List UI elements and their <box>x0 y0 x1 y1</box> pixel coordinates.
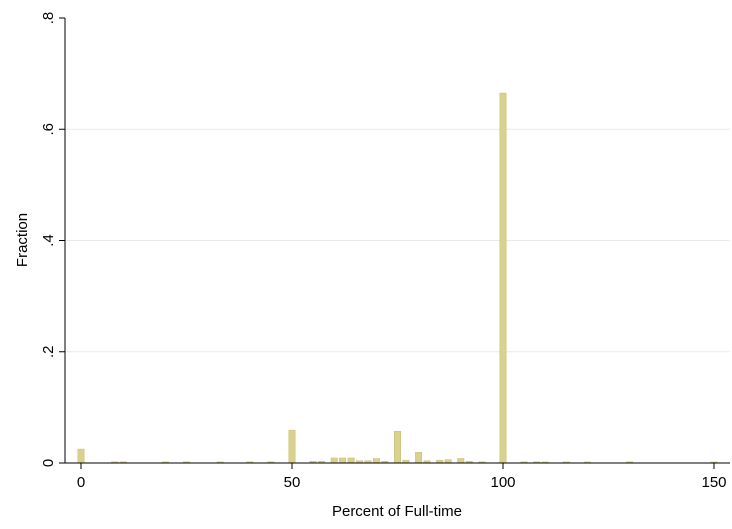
y-tick-label: .2 <box>40 345 57 358</box>
y-tick-label: .4 <box>40 234 57 247</box>
bars <box>77 92 718 464</box>
grid-lines <box>65 128 730 353</box>
histogram-bar <box>288 429 296 464</box>
histogram-bar <box>339 457 347 464</box>
y-axis-title: Fraction <box>14 213 31 267</box>
histogram-bar <box>394 430 401 464</box>
histogram-bar <box>330 457 338 464</box>
x-tick-label: 100 <box>490 474 515 491</box>
y-tick-label: .8 <box>40 12 57 25</box>
histogram-bar <box>372 458 380 464</box>
y-tick-label: .6 <box>40 123 57 136</box>
x-axis-ticks: 0 50 100 150 <box>77 463 727 491</box>
histogram-bar <box>499 92 507 464</box>
histogram-bar <box>347 457 355 464</box>
y-axis-ticks: 0 .2 .4 .6 .8 <box>40 12 65 467</box>
histogram-bar <box>415 452 423 464</box>
histogram-bar <box>77 448 85 464</box>
y-tick-label: 0 <box>40 459 57 467</box>
histogram-bar <box>444 459 452 464</box>
x-tick-label: 0 <box>77 474 85 491</box>
x-tick-label: 50 <box>284 474 301 491</box>
x-axis-title: Percent of Full-time <box>332 503 462 520</box>
histogram-bar <box>457 458 465 464</box>
x-tick-label: 150 <box>701 474 726 491</box>
